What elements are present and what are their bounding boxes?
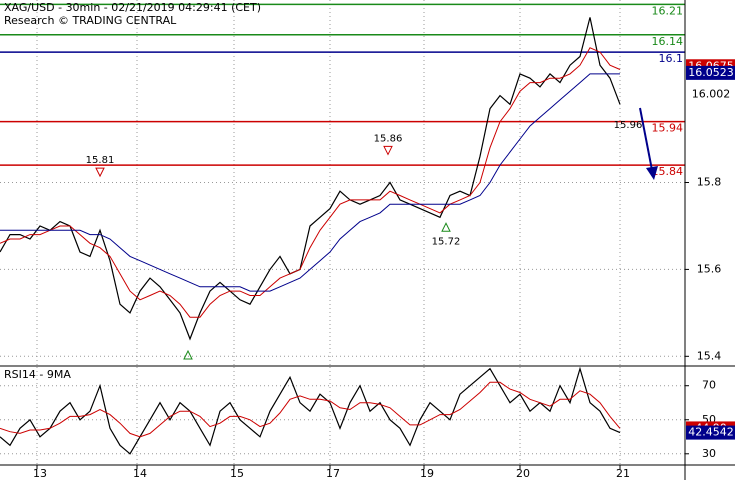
- chart-title: XAG/USD - 30min - 02/21/2019 04:29:41 (C…: [4, 1, 261, 14]
- annotation-marker: [383, 145, 393, 156]
- price-label: 42.4542: [688, 426, 734, 439]
- low-marker: [183, 349, 193, 360]
- y-tick-label: 15.4: [697, 349, 722, 362]
- chart-subtitle: Research © TRADING CENTRAL: [4, 14, 177, 27]
- forecast-arrow: [639, 107, 653, 171]
- x-tick-label: 19: [420, 467, 434, 480]
- level-label: 16.14: [652, 35, 684, 48]
- level-label: 15.94: [652, 122, 684, 135]
- rsi-title: RSI14 - 9MA: [4, 368, 71, 381]
- y-tick-label: 70: [702, 379, 716, 392]
- x-tick-label: 20: [516, 467, 530, 480]
- series-line: [0, 17, 621, 341]
- y-tick-label: 30: [702, 447, 716, 460]
- series-line: [0, 381, 621, 438]
- level-label: 16.21: [652, 4, 684, 17]
- annotation-label: 15.72: [432, 236, 461, 247]
- level-label: 15.84: [652, 165, 684, 178]
- price-label-box: [686, 425, 735, 440]
- forecast-arrowhead: [646, 166, 658, 180]
- series-line: [0, 73, 620, 292]
- series-line: [0, 366, 621, 455]
- annotation-label: 15.86: [374, 133, 403, 144]
- annotation-marker: [441, 222, 451, 232]
- x-tick-label: 17: [326, 467, 340, 480]
- x-tick-label: 14: [133, 467, 147, 480]
- annotation-label: 15.96: [614, 120, 643, 131]
- price-label: 16.002: [692, 88, 731, 101]
- price-label: 16.0523: [688, 66, 734, 79]
- y-tick-label: 15.6: [697, 262, 722, 275]
- series-line: [0, 47, 621, 318]
- x-tick-label: 13: [33, 467, 47, 480]
- y-tick-label: 15.8: [697, 176, 722, 189]
- price-label-box: [686, 65, 735, 80]
- level-label: 16.1: [659, 52, 684, 65]
- x-tick-label: 15: [230, 467, 244, 480]
- x-tick-label: 21: [616, 467, 630, 480]
- annotation-label: 15.81: [86, 155, 115, 166]
- annotation-marker: [95, 167, 105, 178]
